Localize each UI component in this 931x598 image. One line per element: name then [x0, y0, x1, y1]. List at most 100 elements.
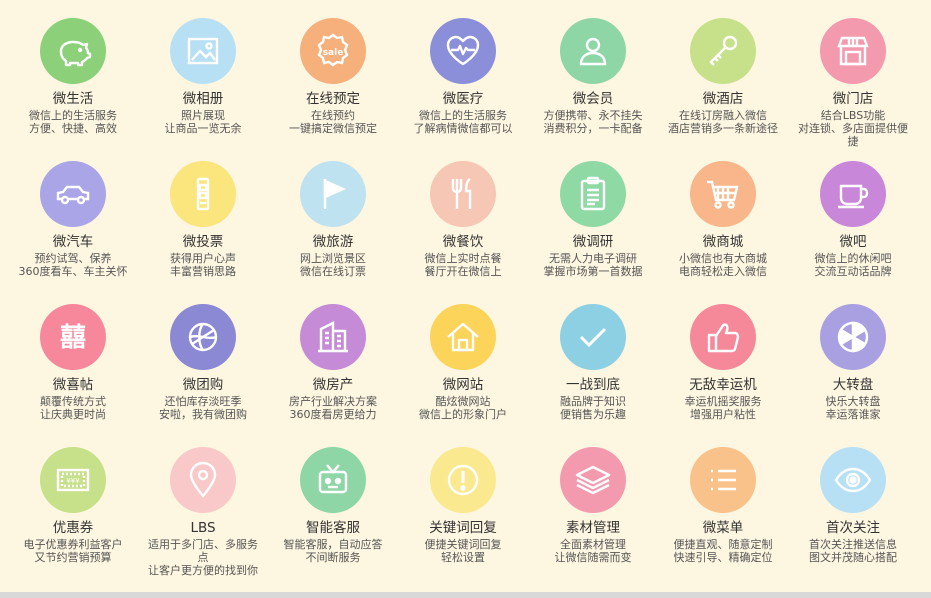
- piggy-bank-icon[interactable]: [40, 18, 106, 84]
- feature-title[interactable]: 关键词回复: [429, 520, 497, 536]
- home-icon[interactable]: [430, 304, 496, 370]
- feature-item[interactable]: 微团购还怕库存淡旺季 安啦，我有微团购: [141, 304, 265, 421]
- feature-item[interactable]: 微医疗 微信上的生活服务 了解病情微信都可以: [401, 18, 525, 135]
- feature-title[interactable]: 微旅游: [312, 234, 354, 250]
- exclamation-icon[interactable]: [430, 447, 496, 513]
- feature-item[interactable]: 微相册照片展现 让商品一览无余: [141, 18, 265, 135]
- feature-title[interactable]: 优惠券: [52, 520, 94, 536]
- feature-title[interactable]: 微投票: [182, 234, 224, 250]
- stack-icon[interactable]: [560, 447, 626, 513]
- feature-description: 便捷直观、随意定制 快速引导、精确定位: [673, 538, 773, 564]
- feature-item[interactable]: 微商城 小微信也有大商城 电商轻松走入微信: [661, 161, 785, 278]
- feature-description: 照片展现 让商品一览无余: [164, 109, 242, 135]
- feature-item[interactable]: ¥¥¥ 优惠券 电子优惠券利益客户 又节约营销预算: [11, 447, 135, 564]
- svg-text:囍: 囍: [60, 323, 86, 353]
- feature-item[interactable]: 首次关注首次关注推送信息 图文并茂随心搭配: [791, 447, 915, 564]
- wheel-icon[interactable]: [820, 304, 886, 370]
- feature-title[interactable]: 微喜帖: [52, 377, 94, 393]
- feature-item[interactable]: 微餐饮微信上实时点餐 餐厅开在微信上: [401, 161, 525, 278]
- list-icon[interactable]: [690, 447, 756, 513]
- feature-item[interactable]: 关键词回复便捷关键词回复 轻松设置: [401, 447, 525, 564]
- feature-title[interactable]: 微商城: [702, 234, 744, 250]
- feature-title[interactable]: LBS: [190, 520, 216, 536]
- feature-description: 颠覆传统方式 让庆典更时尚: [40, 395, 106, 421]
- feature-item[interactable]: 微汽车 预约试驾、保养 360度看车、车主关怀: [11, 161, 135, 278]
- feature-title[interactable]: 微汽车: [52, 234, 94, 250]
- building-icon[interactable]: [300, 304, 366, 370]
- feature-title[interactable]: 微门店: [832, 91, 874, 107]
- feature-description: 网上浏览景区 微信在线订票: [300, 252, 366, 278]
- robot-tv-icon[interactable]: [300, 447, 366, 513]
- feature-item[interactable]: 微调研 无需人力电子调研 掌握市场第一首数据: [531, 161, 655, 278]
- cart-icon[interactable]: [690, 161, 756, 227]
- feature-title[interactable]: 智能客服: [306, 520, 360, 536]
- user-icon[interactable]: [560, 18, 626, 84]
- feature-title[interactable]: 微医疗: [442, 91, 484, 107]
- feature-item[interactable]: 微门店 结合LBS功能 对连锁、多店面提供便捷: [791, 18, 915, 148]
- feature-item[interactable]: 囍微喜帖颠覆传统方式 让庆典更时尚: [11, 304, 135, 421]
- feature-title[interactable]: 微会员: [572, 91, 614, 107]
- feature-item[interactable]: 微菜单便捷直观、随意定制 快速引导、精确定位: [661, 447, 785, 564]
- feature-title[interactable]: 素材管理: [566, 520, 620, 536]
- feature-item[interactable]: 一战到底融品牌于知识 便销售为乐趣: [531, 304, 655, 421]
- feature-description: 便捷关键词回复 轻松设置: [424, 538, 502, 564]
- feature-description: 快乐大转盘 幸运落谁家: [825, 395, 881, 421]
- photo-icon[interactable]: [170, 18, 236, 84]
- feature-title[interactable]: 微网站: [442, 377, 484, 393]
- feature-item[interactable]: 素材管理 全面素材管理 让微信随需而变: [531, 447, 655, 564]
- feature-description: 首次关注推送信息 图文并茂随心搭配: [809, 538, 897, 564]
- feature-description: 融品牌于知识 便销售为乐趣: [560, 395, 626, 421]
- feature-title[interactable]: 微酒店: [702, 91, 744, 107]
- feature-description: 微信上的休闲吧 交流互动话品牌: [814, 252, 892, 278]
- feature-item[interactable]: LBS 适用于多门店、多服务点 让客户更方便的找到你: [141, 447, 265, 577]
- feature-title[interactable]: 无敌幸运机: [689, 377, 757, 393]
- feature-item[interactable]: 微投票获得用户心声 丰富营销思路: [141, 161, 265, 278]
- feature-item[interactable]: 微生活 微信上的生活服务 方便、快捷、高效: [11, 18, 135, 135]
- feature-title[interactable]: 微团购: [182, 377, 224, 393]
- feature-title[interactable]: 微吧: [839, 234, 867, 250]
- feature-title[interactable]: 一战到底: [566, 377, 620, 393]
- feature-item[interactable]: sale 在线预定在线预约 一键搞定微信预定: [271, 18, 395, 135]
- feature-title[interactable]: 微调研: [572, 234, 614, 250]
- feature-title[interactable]: 微生活: [52, 91, 94, 107]
- feature-item[interactable]: 大转盘快乐大转盘 幸运落谁家: [791, 304, 915, 421]
- feature-item[interactable]: 微酒店 在线订房融入微信 酒店营销多一条新途径: [661, 18, 785, 135]
- basketball-icon[interactable]: [170, 304, 236, 370]
- feature-description: 还怕库存淡旺季 安啦，我有微团购: [159, 395, 247, 421]
- feature-item[interactable]: 微网站 酷炫微网站 微信上的形象门户: [401, 304, 525, 421]
- feature-title[interactable]: 在线预定: [306, 91, 360, 107]
- sale-badge-icon[interactable]: sale: [300, 18, 366, 84]
- feature-item[interactable]: 微房产 房产行业解决方案 360度看房更给力: [271, 304, 395, 421]
- feature-item[interactable]: 无敌幸运机 幸运机摇奖服务 增强用户粘性: [661, 304, 785, 421]
- feature-title[interactable]: 微相册: [182, 91, 224, 107]
- feature-title[interactable]: 大转盘: [832, 377, 874, 393]
- feature-description: 在线预约 一键搞定微信预定: [289, 109, 377, 135]
- vote-icon[interactable]: [170, 161, 236, 227]
- feature-item[interactable]: 微旅游网上浏览景区 微信在线订票: [271, 161, 395, 278]
- svg-text:sale: sale: [323, 48, 344, 58]
- footer-bar: [0, 592, 931, 598]
- store-icon[interactable]: [820, 18, 886, 84]
- checkmark-icon[interactable]: [560, 304, 626, 370]
- feature-title[interactable]: 微房产: [312, 377, 354, 393]
- coffee-cup-icon[interactable]: [820, 161, 886, 227]
- clipboard-icon[interactable]: [560, 161, 626, 227]
- location-pin-icon[interactable]: [170, 447, 236, 513]
- coupon-icon[interactable]: ¥¥¥: [40, 447, 106, 513]
- feature-item[interactable]: 微吧微信上的休闲吧 交流互动话品牌: [791, 161, 915, 278]
- thumbs-up-icon[interactable]: [690, 304, 756, 370]
- key-icon[interactable]: [690, 18, 756, 84]
- eye-icon[interactable]: [820, 447, 886, 513]
- double-happiness-icon[interactable]: 囍: [40, 304, 106, 370]
- heartbeat-icon[interactable]: [430, 18, 496, 84]
- feature-title[interactable]: 微餐饮: [442, 234, 484, 250]
- feature-item[interactable]: 微会员 方便携带、永不挂失 消费积分，一卡配备: [531, 18, 655, 135]
- feature-title[interactable]: 首次关注: [826, 520, 880, 536]
- feature-description: 微信上实时点餐 餐厅开在微信上: [424, 252, 502, 278]
- feature-description: 获得用户心声 丰富营销思路: [170, 252, 236, 278]
- feature-title[interactable]: 微菜单: [702, 520, 744, 536]
- car-icon[interactable]: [40, 161, 106, 227]
- fork-knife-icon[interactable]: [430, 161, 496, 227]
- feature-item[interactable]: 智能客服 智能客服，自动应答 不间断服务: [271, 447, 395, 564]
- flag-icon[interactable]: [300, 161, 366, 227]
